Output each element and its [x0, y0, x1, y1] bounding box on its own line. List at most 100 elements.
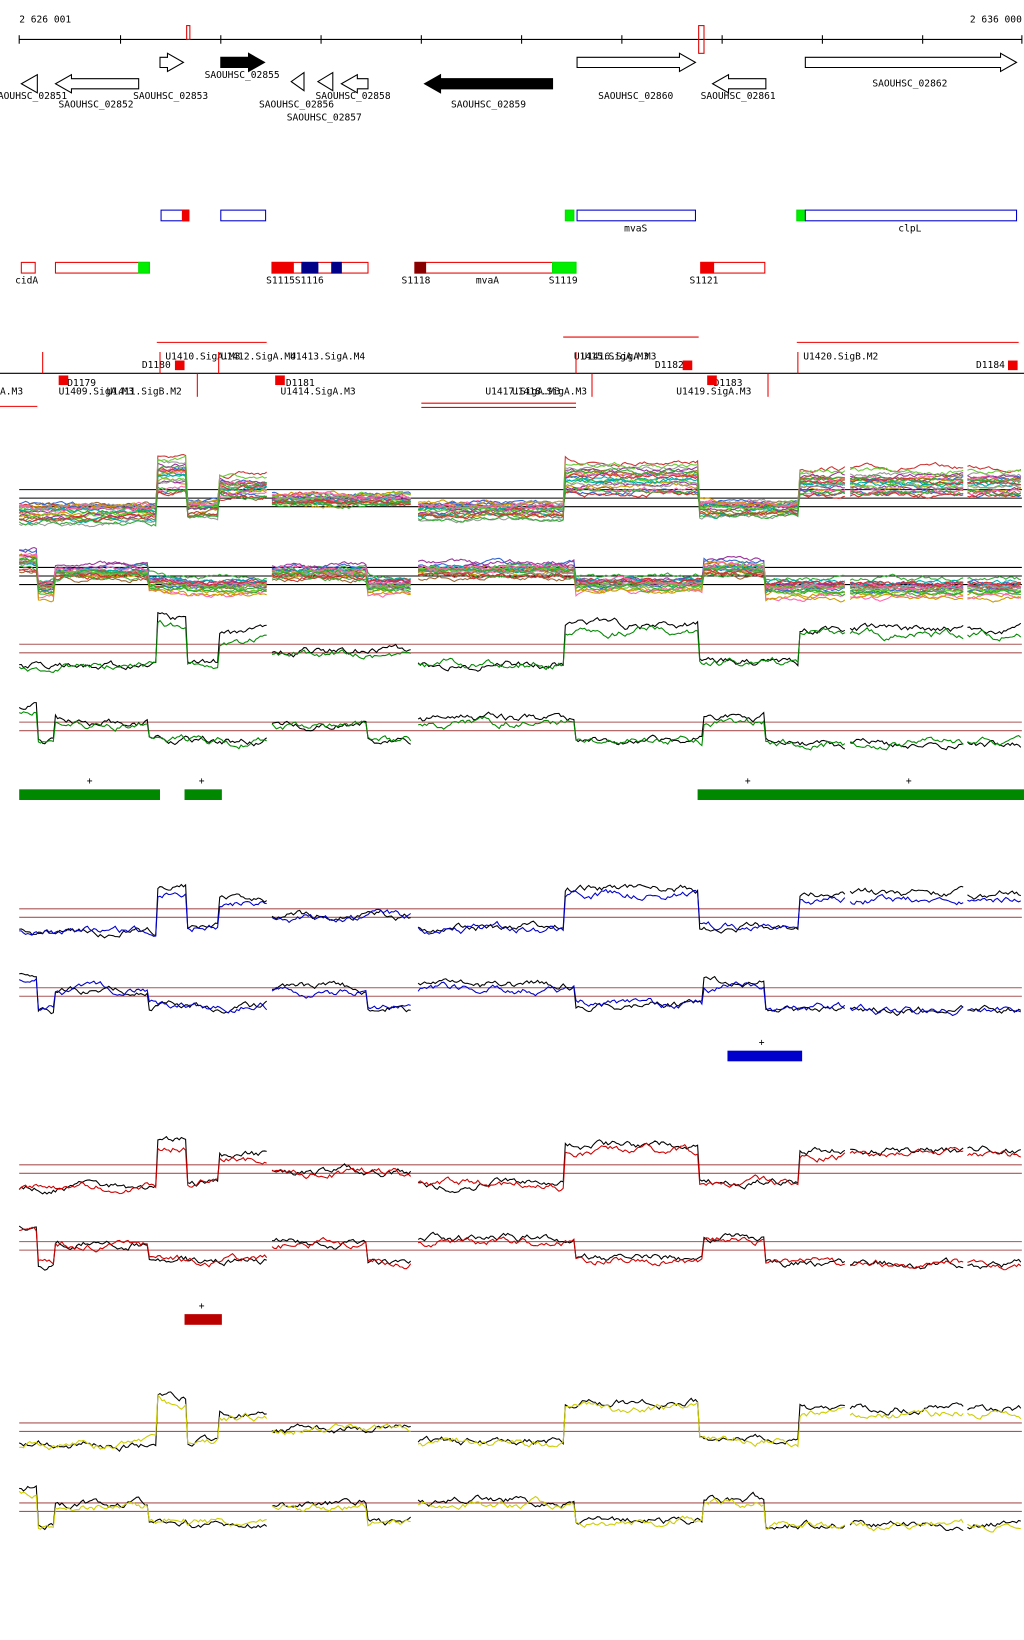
promoter-label: U1411.SigB.M2	[107, 387, 182, 398]
signal-trace	[849, 1408, 964, 1419]
feature-box	[220, 209, 267, 222]
signal-trace	[849, 1402, 964, 1416]
signal-trace	[19, 711, 267, 750]
signal-trace	[417, 471, 845, 508]
signal-trace	[271, 493, 411, 503]
signal-trace	[418, 624, 846, 671]
signal-trace	[417, 1142, 846, 1192]
signal-trace	[850, 737, 964, 751]
promoter-label: U1412.SigA.M4	[221, 351, 296, 362]
plus-mark: +	[199, 1301, 205, 1312]
signal-trace	[19, 565, 267, 595]
signal-trace	[849, 585, 964, 592]
plus-mark: +	[906, 776, 912, 787]
signal-trace	[967, 896, 1022, 903]
promoter-label: D1183	[714, 378, 743, 389]
gene-arrow	[20, 73, 38, 94]
feature-box	[414, 261, 427, 274]
signal-trace	[850, 585, 964, 596]
signal-trace	[967, 734, 1022, 747]
feature-box	[796, 209, 806, 222]
signal-trace	[849, 885, 964, 898]
gene-label: SAOUHSC_02856	[259, 100, 334, 111]
feature-box	[700, 261, 715, 274]
feature-box	[804, 209, 1018, 222]
promoter-label: A.M3	[0, 387, 23, 398]
signal-trace	[417, 476, 846, 511]
signal-trace	[967, 579, 1021, 587]
feature-label: S1119	[549, 276, 578, 287]
signal-trace	[19, 892, 267, 937]
plus-mark: +	[87, 776, 93, 787]
signal-trace	[18, 1147, 267, 1195]
enrichment-bar	[184, 1314, 222, 1325]
gene-label: SAOUHSC_02861	[701, 91, 776, 102]
signal-trace	[849, 474, 964, 484]
feature-box	[301, 261, 319, 274]
signal-trace	[967, 483, 1021, 490]
signal-trace	[19, 972, 268, 1015]
gene-arrow	[340, 73, 369, 94]
promoter-label: U1416.SigA.M3	[581, 351, 656, 362]
signal-trace	[418, 561, 845, 591]
signal-trace	[417, 472, 845, 520]
signal-trace	[967, 740, 1022, 748]
signal-trace	[19, 883, 267, 939]
feature-label: S1116	[295, 276, 324, 287]
signal-trace	[271, 1423, 411, 1436]
promoter-mark	[174, 360, 185, 371]
signal-trace	[271, 1502, 411, 1527]
gene-label: SAOUHSC_02855	[205, 70, 280, 81]
ruler-start: 2 626 001	[19, 14, 71, 25]
signal-trace	[417, 1491, 846, 1530]
promoter-label: U1419.SigA.M3	[676, 387, 751, 398]
signal-trace	[271, 643, 411, 658]
signal-trace	[850, 1146, 964, 1157]
signal-trace	[967, 489, 1022, 497]
plus-mark: +	[745, 776, 751, 787]
signal-trace	[967, 581, 1021, 586]
feature-box	[564, 209, 575, 222]
signal-trace	[271, 572, 411, 583]
signal-trace	[271, 1237, 412, 1265]
promoter-label: U1418.SigA.M3	[512, 387, 587, 398]
signal-trace	[967, 1258, 1022, 1270]
signal-trace	[18, 465, 267, 527]
signal-trace	[18, 702, 267, 747]
signal-trace	[271, 500, 411, 509]
gene-arrow	[159, 52, 185, 73]
signal-trace	[849, 580, 964, 587]
signal-trace	[967, 622, 1022, 635]
promoter-label: D1182	[655, 360, 684, 371]
signal-trace	[18, 1490, 267, 1530]
signal-trace	[967, 595, 1022, 603]
signal-trace	[967, 1409, 1022, 1420]
signal-trace	[417, 1401, 845, 1448]
signal-trace	[19, 473, 267, 514]
signal-trace	[417, 461, 846, 515]
feature-box	[54, 261, 150, 274]
signal-trace	[417, 981, 846, 1012]
signal-trace	[418, 568, 846, 586]
signal-trace	[849, 622, 964, 633]
feature-label: S1121	[690, 276, 719, 287]
signal-trace	[19, 1484, 268, 1531]
gene-arrow	[423, 73, 554, 94]
feature-label: S1115	[266, 276, 295, 287]
signal-trace	[849, 893, 964, 906]
signal-trace	[967, 468, 1021, 475]
promoter-label: U1413.SigA.M4	[290, 351, 365, 362]
signal-trace	[271, 1167, 412, 1180]
promoter-mark	[1008, 360, 1018, 371]
promoter-label: D1181	[286, 378, 315, 389]
feature-box	[414, 261, 577, 274]
signal-trace	[967, 1523, 1021, 1533]
signal-trace	[271, 566, 411, 581]
signal-trace	[18, 619, 267, 673]
signal-trace	[967, 890, 1021, 900]
signal-trace	[967, 1150, 1022, 1158]
signal-trace	[967, 481, 1022, 488]
signal-trace	[967, 575, 1021, 581]
signal-trace	[271, 908, 411, 924]
